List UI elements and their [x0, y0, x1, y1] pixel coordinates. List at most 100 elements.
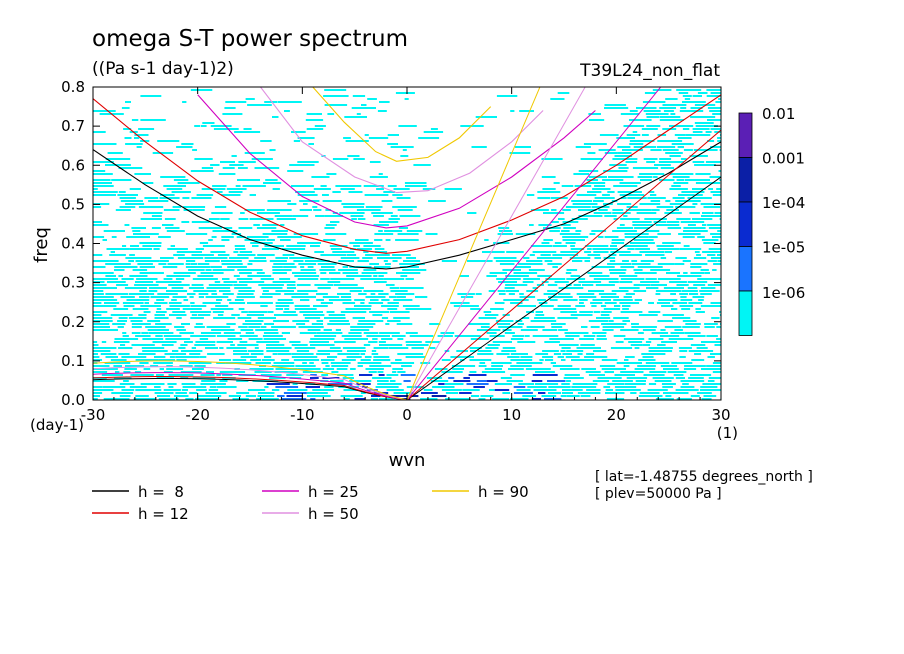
heatmap-cell: [441, 359, 451, 361]
heatmap-cell: [317, 287, 331, 289]
heatmap-cell: [305, 119, 324, 121]
heatmap-cell: [561, 185, 574, 187]
heatmap-cell: [502, 329, 512, 331]
heatmap-cell: [250, 353, 264, 355]
heatmap-cell: [93, 386, 103, 388]
heatmap-cell: [303, 314, 325, 316]
heatmap-cell: [275, 290, 294, 292]
heatmap-cell: [539, 359, 544, 361]
heatmap-cell: [250, 359, 262, 361]
heatmap-cell: [165, 227, 180, 229]
heatmap-cell: [289, 341, 301, 343]
heatmap-cell: [441, 260, 457, 262]
heatmap-cell: [112, 323, 126, 325]
heatmap-cell: [692, 203, 698, 205]
heatmap-cell: [638, 359, 656, 361]
heatmap-cell: [179, 365, 193, 367]
heatmap-cell: [316, 320, 324, 322]
x-tick-label: -10: [290, 406, 315, 424]
heatmap-cell: [180, 350, 203, 352]
heatmap-cell: [713, 263, 721, 265]
heatmap-cell: [535, 353, 549, 355]
heatmap-cell: [338, 287, 364, 289]
heatmap-cell: [641, 128, 658, 130]
heatmap-cell: [655, 398, 674, 400]
heatmap-cell: [532, 374, 558, 376]
heatmap-cell: [124, 368, 137, 370]
heatmap-cell: [387, 134, 399, 136]
heatmap-cell: [297, 368, 321, 370]
heatmap-cell: [635, 380, 646, 382]
heatmap-cell: [579, 338, 595, 340]
heatmap-cell: [499, 263, 515, 265]
heatmap-cell: [548, 386, 571, 388]
heatmap-cell: [240, 329, 254, 331]
heatmap-cell: [701, 239, 719, 241]
kelvin-ray: [406, 176, 721, 400]
heatmap-cell: [718, 170, 721, 172]
heatmap-cell: [590, 326, 600, 328]
y-tick-label: 0.2: [61, 313, 85, 331]
heatmap-cell: [420, 398, 438, 400]
heatmap-cell: [364, 134, 369, 136]
heatmap-cell: [543, 212, 565, 214]
heatmap-cell: [93, 224, 109, 226]
heatmap-cell: [426, 377, 443, 379]
heatmap-cell: [308, 143, 314, 145]
heatmap-cell: [532, 335, 559, 337]
heatmap-cell: [262, 233, 288, 235]
heatmap-cell: [432, 386, 455, 388]
heatmap-cell: [233, 353, 250, 355]
heatmap-cell: [291, 131, 306, 133]
heatmap-cell: [469, 359, 492, 361]
heatmap-cell: [508, 293, 515, 295]
heatmap-cell: [362, 257, 373, 259]
heatmap-cell: [712, 236, 721, 238]
heatmap-cell: [522, 281, 534, 283]
heatmap-cell: [396, 296, 406, 298]
heatmap-cell: [198, 293, 209, 295]
heatmap-cell: [557, 356, 564, 358]
heatmap-cell: [93, 302, 102, 304]
heatmap-cell: [131, 344, 155, 346]
heatmap-cell: [620, 218, 640, 220]
heatmap-cell: [302, 371, 323, 373]
heatmap-cell: [683, 368, 697, 370]
heatmap-cell: [573, 284, 581, 286]
heatmap-cell: [681, 191, 705, 193]
heatmap-cell: [389, 311, 410, 313]
heatmap-cell: [238, 227, 253, 229]
heatmap-cell: [620, 329, 639, 331]
heatmap-cell: [118, 347, 133, 349]
heatmap-cell: [265, 179, 278, 181]
heatmap-cell: [152, 152, 174, 154]
heatmap-cell: [403, 260, 421, 262]
heatmap-cell: [712, 269, 717, 271]
heatmap-cell: [223, 332, 241, 334]
heatmap-cell: [707, 224, 721, 226]
heatmap-cell: [406, 344, 429, 346]
heatmap-cell: [689, 293, 699, 295]
heatmap-cell: [666, 272, 680, 274]
heatmap-cell: [298, 263, 317, 265]
heatmap-cell: [205, 347, 218, 349]
heatmap-cell: [503, 299, 529, 301]
colorbar-label: 0.01: [762, 105, 795, 123]
heatmap-cell: [313, 188, 331, 190]
heatmap-cell: [222, 167, 235, 169]
heatmap-cell: [181, 389, 188, 391]
heatmap-cell: [313, 305, 328, 307]
heatmap-cell: [615, 389, 641, 391]
heatmap-cell: [211, 236, 217, 238]
heatmap-cell: [345, 308, 371, 310]
heatmap-cell: [245, 395, 256, 397]
heatmap-cell: [142, 182, 154, 184]
heatmap-cell: [115, 209, 131, 211]
heatmap-cell: [262, 224, 279, 226]
heatmap-cell: [625, 209, 652, 211]
heatmap-cell: [291, 296, 316, 298]
heatmap-cell: [678, 233, 701, 235]
heatmap-cell: [186, 260, 196, 262]
heatmap-cell: [160, 176, 186, 178]
heatmap-cell: [317, 263, 337, 265]
